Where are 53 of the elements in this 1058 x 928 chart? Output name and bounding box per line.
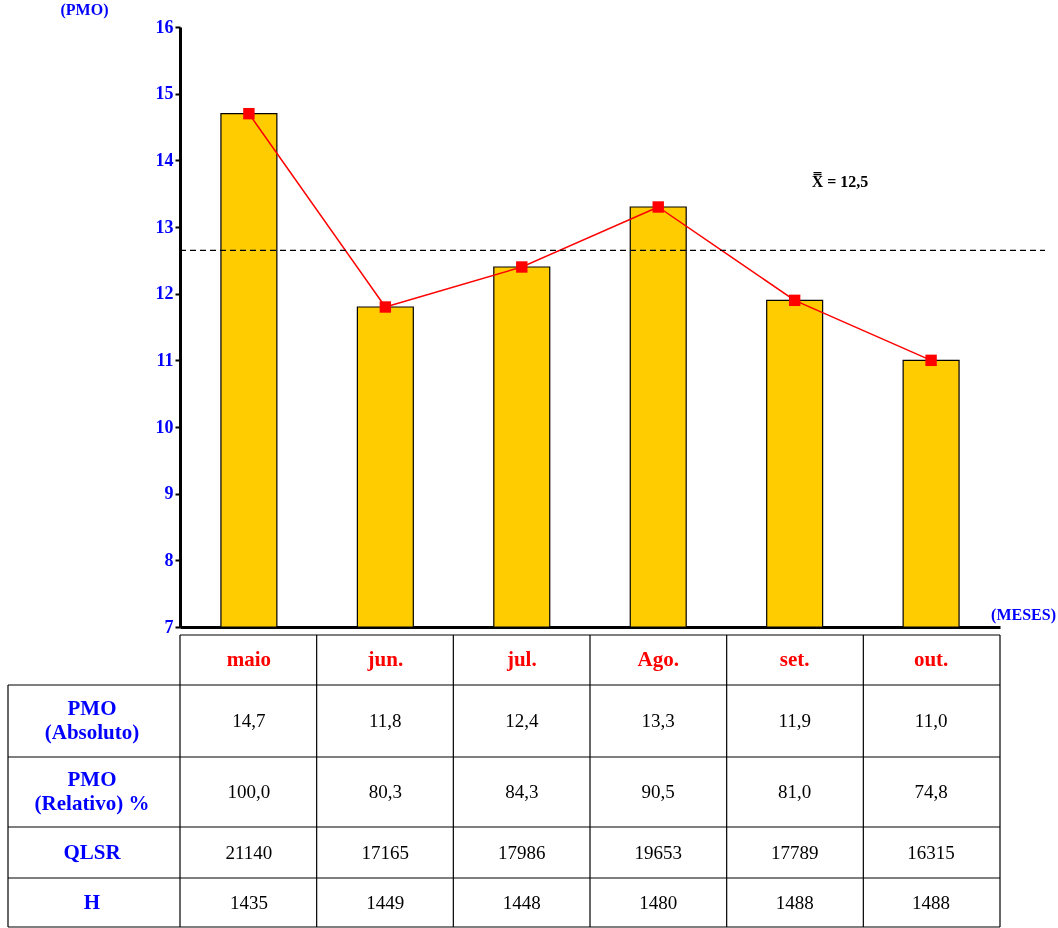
- text: 74,8: [914, 781, 948, 802]
- text: 17986: [498, 842, 546, 863]
- text: 21140: [225, 842, 273, 863]
- x-tick-label: out.: [913, 647, 949, 671]
- text: 1480: [639, 892, 678, 913]
- x-tick-label: jun.: [366, 647, 404, 671]
- text: 16315: [907, 842, 955, 863]
- text: 1435: [229, 892, 268, 913]
- text: H: [83, 890, 101, 914]
- text: 100,0: [227, 781, 271, 802]
- y-tick-label: 15: [155, 83, 174, 104]
- point: [925, 354, 937, 367]
- text: 81,0: [778, 781, 812, 802]
- x-axis-title: (MESES): [991, 606, 1056, 624]
- y-tick-label: 8: [164, 549, 174, 570]
- text: 19653: [634, 842, 682, 863]
- data-label: 12,4: [505, 710, 539, 731]
- point: [788, 294, 801, 307]
- text: 17165: [361, 842, 410, 863]
- y-tick-label: 12: [155, 283, 174, 304]
- text: PMO (Absoluto): [44, 696, 140, 744]
- data-label: 11,0: [914, 710, 948, 731]
- point: [652, 201, 664, 213]
- text: 1488: [775, 892, 814, 913]
- data-label: 11,9: [778, 710, 811, 731]
- data-label: 14,7: [232, 710, 266, 731]
- y-axis-title: (PMO): [60, 0, 109, 19]
- x-tick-label: maio: [226, 647, 272, 671]
- text: QLSR: [63, 840, 122, 864]
- text: 1448: [502, 892, 541, 913]
- y-tick-label: 13: [155, 216, 174, 237]
- text: PMO (Relativo) %: [34, 767, 150, 815]
- annotation: X̿ = 12,5: [811, 170, 869, 190]
- text: 84,3: [505, 781, 539, 802]
- y-tick-label: 10: [155, 416, 174, 437]
- x-tick-label: Ago.: [637, 647, 679, 671]
- point: [379, 301, 392, 313]
- y-tick-label: 11: [156, 349, 174, 370]
- data-label: 13,3: [641, 710, 675, 731]
- text: 1488: [912, 892, 951, 913]
- text: 1449: [366, 892, 405, 913]
- y-tick-label: 9: [164, 483, 174, 504]
- text: 90,5: [641, 781, 675, 802]
- point: [516, 261, 528, 273]
- text: 80,3: [368, 781, 402, 802]
- point: [243, 107, 255, 120]
- text: 17789: [770, 842, 819, 863]
- data-label: 11,8: [369, 710, 402, 731]
- x-tick-label: set.: [779, 647, 810, 671]
- y-tick-label: 7: [164, 616, 174, 637]
- x-tick-label: jul.: [505, 647, 537, 671]
- y-tick-label: 16: [155, 16, 174, 37]
- y-tick-label: 14: [155, 149, 174, 170]
